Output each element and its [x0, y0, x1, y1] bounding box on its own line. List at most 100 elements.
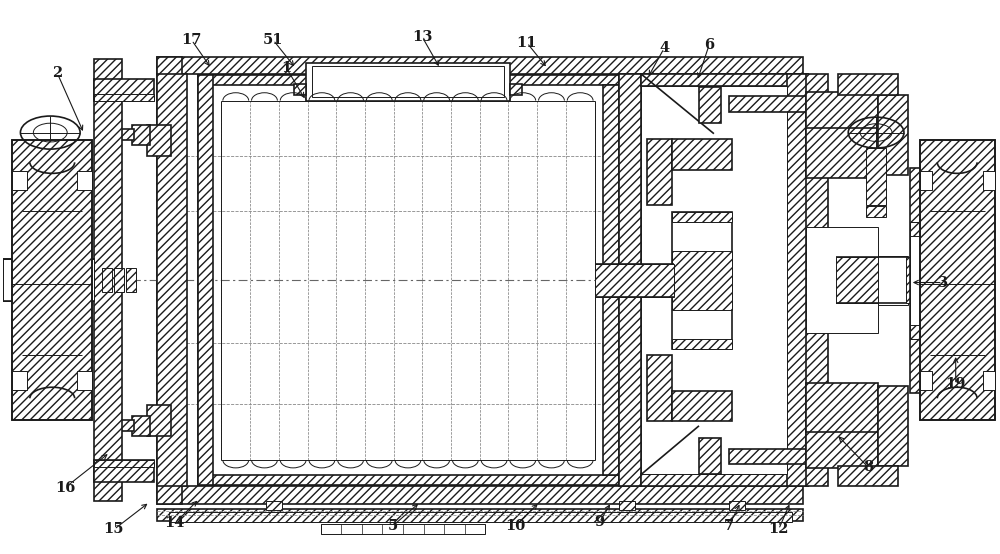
Bar [910, 168, 940, 393]
Bar [132, 125, 150, 145]
Bar [672, 139, 732, 170]
Bar [321, 525, 485, 535]
Bar [806, 383, 878, 433]
Bar [672, 250, 732, 310]
Bar [157, 74, 187, 486]
Bar [120, 129, 134, 140]
Bar [198, 75, 619, 85]
Text: 2: 2 [52, 66, 62, 80]
Bar [3, 259, 94, 301]
Bar [866, 207, 886, 218]
Bar [169, 512, 792, 522]
Text: 11: 11 [517, 35, 537, 50]
Bar [157, 57, 182, 504]
Bar [94, 460, 154, 482]
Text: 16: 16 [55, 480, 75, 495]
Bar [647, 139, 672, 206]
Bar [699, 438, 721, 474]
Bar [983, 371, 995, 390]
Bar [878, 256, 908, 305]
Bar [920, 140, 995, 420]
Bar [866, 148, 886, 206]
Text: 3: 3 [938, 275, 948, 290]
Bar [806, 93, 878, 131]
Bar [12, 140, 92, 420]
Bar [672, 338, 732, 348]
Bar [806, 74, 828, 486]
Text: 4: 4 [659, 41, 669, 55]
Bar [641, 86, 787, 474]
Bar [806, 227, 878, 333]
Bar [729, 449, 806, 464]
Bar [306, 63, 510, 101]
Text: 6: 6 [704, 38, 714, 53]
Bar [12, 171, 27, 190]
Bar [114, 268, 124, 293]
Text: 10: 10 [505, 519, 525, 533]
Bar [510, 84, 522, 95]
Bar [12, 140, 92, 420]
Bar [77, 171, 92, 190]
Bar [910, 222, 940, 338]
Bar [838, 74, 898, 95]
Bar [94, 94, 154, 101]
Bar [838, 465, 898, 486]
Bar [641, 74, 808, 86]
Bar [94, 59, 122, 501]
Bar [147, 405, 171, 436]
Bar [729, 501, 745, 510]
Bar [920, 171, 932, 190]
Bar [672, 212, 732, 222]
Bar [120, 420, 134, 432]
Bar [77, 371, 92, 390]
Text: 9: 9 [594, 515, 605, 529]
Text: 1: 1 [281, 60, 291, 75]
Bar [157, 57, 803, 74]
Bar [157, 509, 803, 521]
Text: 19: 19 [946, 377, 966, 392]
Bar [38, 223, 62, 235]
Bar [312, 66, 504, 98]
Text: 17: 17 [181, 33, 202, 47]
Bar [910, 222, 940, 235]
Bar [836, 257, 881, 304]
Bar [920, 140, 995, 420]
Bar [595, 264, 674, 297]
Bar [672, 212, 732, 348]
Bar [147, 125, 171, 156]
Text: 8: 8 [863, 460, 873, 474]
Bar [699, 87, 721, 122]
Bar [983, 171, 995, 190]
Bar [14, 206, 82, 354]
Bar [94, 460, 154, 466]
Bar [12, 371, 27, 390]
Bar [729, 96, 806, 112]
Bar [672, 391, 732, 422]
Bar [619, 74, 641, 486]
Bar [198, 75, 619, 485]
Bar [266, 501, 282, 510]
Text: 15: 15 [104, 522, 124, 536]
Text: 5: 5 [387, 519, 398, 533]
Bar [3, 259, 94, 301]
Bar [806, 128, 878, 178]
Bar [157, 486, 803, 504]
Bar [126, 268, 136, 293]
Bar [14, 206, 82, 354]
Text: 14: 14 [164, 516, 185, 530]
Bar [910, 325, 940, 338]
Bar [906, 257, 931, 304]
Bar [38, 149, 62, 211]
Bar [294, 84, 306, 95]
Bar [878, 95, 908, 175]
Bar [132, 416, 150, 436]
Text: 7: 7 [724, 519, 734, 533]
Bar [787, 74, 808, 486]
Bar [38, 211, 62, 223]
Text: 13: 13 [412, 30, 433, 44]
Bar [647, 355, 672, 422]
Bar [806, 430, 878, 468]
Bar [641, 474, 808, 486]
Bar [102, 268, 112, 293]
Bar [198, 75, 213, 485]
